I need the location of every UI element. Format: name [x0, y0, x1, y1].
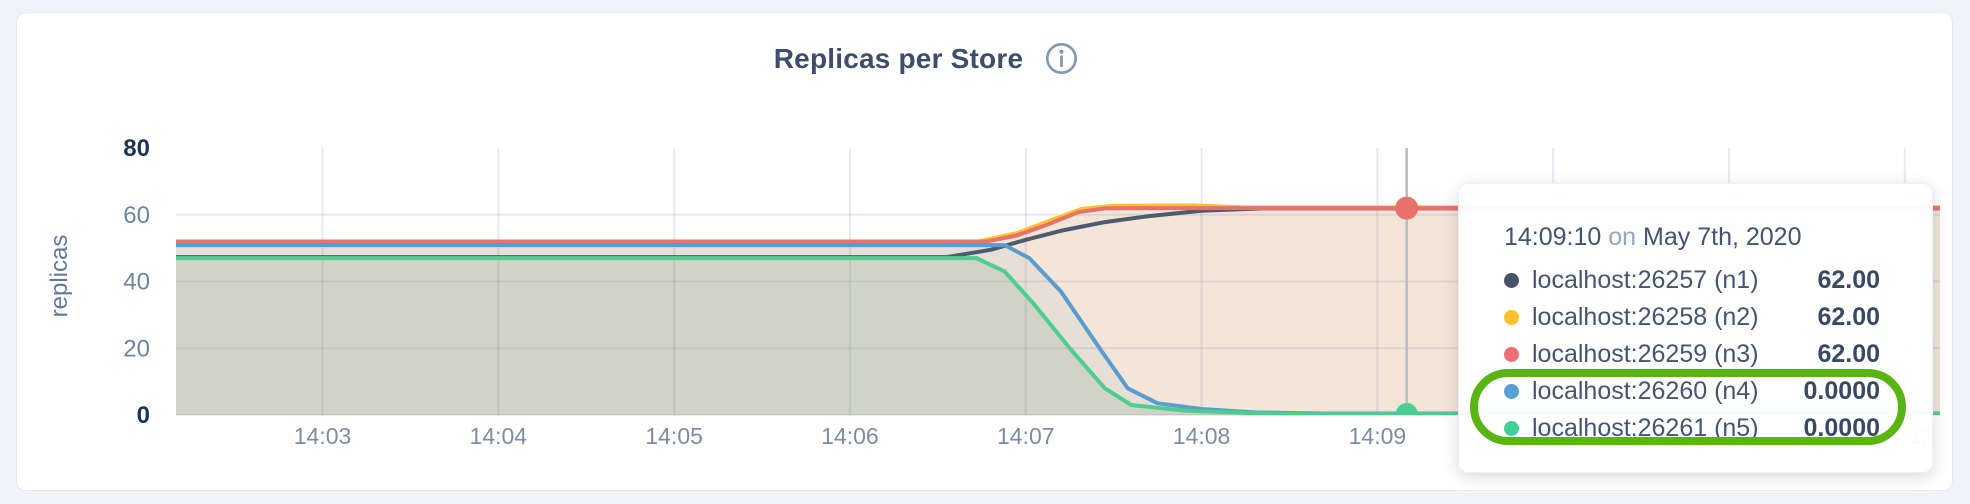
x-tick-label: 14:06 [821, 423, 879, 449]
tooltip-time: 14:09:10 [1504, 223, 1602, 251]
y-axis-labels: 0 20 40 60 80 [123, 135, 150, 429]
x-tick-label: 14:07 [997, 423, 1055, 449]
x-tick-label: 14:04 [470, 423, 528, 449]
series-line-n3 [176, 206, 1940, 244]
tooltip-conjunction: on [1608, 223, 1637, 251]
series-label: localhost:26261 (n5) [1532, 414, 1759, 442]
y-tick-label: 0 [137, 402, 150, 429]
x-tick-label: 14:08 [1173, 423, 1231, 449]
series-value: 62.00 [1817, 266, 1880, 294]
series-value: 62.00 [1817, 340, 1880, 368]
series-label: localhost:26259 (n3) [1532, 340, 1759, 368]
tooltip-row: localhost:26257 (n1) 62.00 [1504, 262, 1880, 299]
series-line-n5 [176, 256, 1940, 415]
y-tick-label: 20 [123, 335, 150, 362]
chart-title: Replicas per Store [773, 42, 1024, 74]
y-tick-label: 60 [123, 202, 150, 229]
series-color-dot [1504, 384, 1519, 399]
x-tick-label: 14:03 [294, 423, 352, 449]
series-color-dot [1504, 310, 1519, 325]
y-tick-label: 80 [123, 135, 150, 162]
y-tick-label: 40 [123, 269, 150, 296]
tooltip-row: localhost:26259 (n3) 62.00 [1504, 336, 1880, 373]
hover-marker-n3 [1395, 196, 1419, 220]
series-value: 0.0000 [1803, 377, 1880, 405]
hover-tooltip: 14:09:10 on May 7th, 2020 localhost:2625… [1458, 183, 1933, 473]
x-tick-label: 14:09 [1349, 423, 1407, 449]
tooltip-timestamp: 14:09:10 on May 7th, 2020 [1504, 222, 1880, 252]
hover-marker-n5 [1395, 403, 1418, 415]
series-area-n4 [176, 245, 1940, 415]
series-value: 0.0000 [1803, 414, 1880, 442]
series-color-dot [1504, 421, 1519, 436]
tooltip-series-list: localhost:26257 (n1) 62.00 localhost:26258… [1504, 262, 1880, 447]
chart-header: Replicas per Store [0, 42, 1852, 75]
series-value: 62.00 [1817, 303, 1880, 331]
series-label: localhost:26257 (n1) [1532, 266, 1759, 294]
y-axis-title: replicas [46, 234, 73, 318]
series-color-dot [1504, 347, 1519, 362]
series-color-dot [1504, 273, 1519, 288]
info-icon[interactable] [1045, 42, 1078, 75]
tooltip-row-circled: localhost:26260 (n4) 0.0000 [1504, 373, 1880, 410]
series-label: localhost:26260 (n4) [1532, 377, 1759, 405]
tooltip-row: localhost:26258 (n2) 62.00 [1504, 299, 1880, 336]
x-tick-label: 14:05 [645, 423, 703, 449]
series-label: localhost:26258 (n2) [1532, 303, 1759, 331]
tooltip-row-circled: localhost:26261 (n5) 0.0000 [1504, 410, 1880, 447]
tooltip-date: May 7th, 2020 [1643, 223, 1802, 251]
